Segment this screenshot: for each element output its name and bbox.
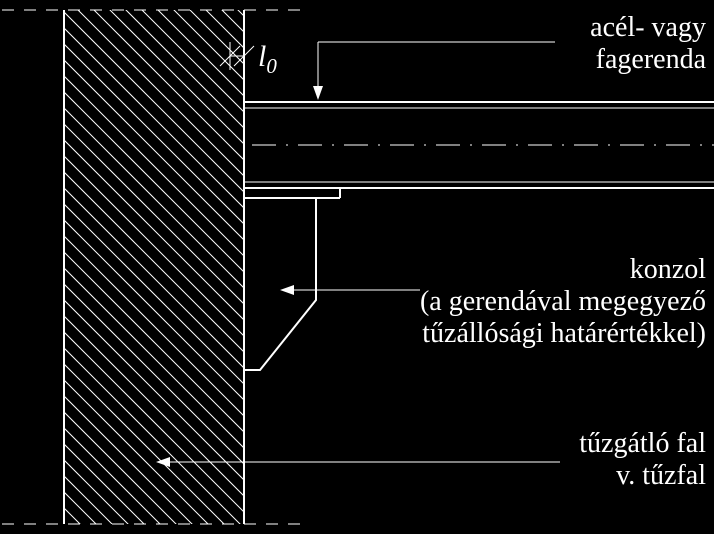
dim-l0-label: l0 bbox=[258, 40, 277, 78]
label-beam-line1: acél- vagy bbox=[590, 12, 706, 44]
label-beam: acél- vagy fagerenda bbox=[590, 12, 706, 76]
label-wall: tűzgátló fal v. tűzfal bbox=[579, 428, 706, 492]
label-konzol: konzol (a gerendával megegyező tűzállósá… bbox=[420, 254, 706, 351]
label-beam-line2: fagerenda bbox=[590, 44, 706, 76]
label-konzol-line1: konzol bbox=[420, 254, 706, 286]
label-wall-line2: v. tűzfal bbox=[579, 460, 706, 492]
label-wall-line1: tűzgátló fal bbox=[579, 428, 706, 460]
label-konzol-line3: tűzállósági határértékkel) bbox=[420, 318, 706, 350]
label-konzol-line2: (a gerendával megegyező bbox=[420, 286, 706, 318]
dim-l0-sub: 0 bbox=[266, 54, 277, 78]
